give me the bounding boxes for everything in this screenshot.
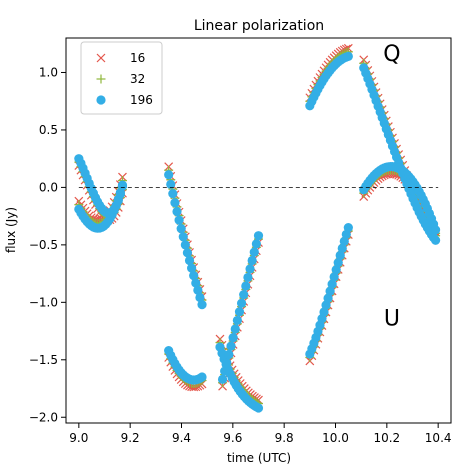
- data-point-196: [234, 307, 245, 317]
- y-axis: −2.0 −1.5 −1.0 −0.5 0.0 0.5 1.0: [29, 65, 66, 424]
- data-point-196: [253, 403, 264, 413]
- annotations: QU: [383, 42, 400, 331]
- data-point-196: [168, 189, 178, 199]
- plot-marks: [74, 43, 441, 413]
- data-point-196: [197, 300, 207, 310]
- data-point-196: [251, 239, 261, 249]
- y-tick-label: −1.0: [29, 295, 58, 309]
- annotation-u: U: [384, 306, 400, 331]
- data-point-196: [180, 240, 190, 250]
- x-axis: 9.0 9.2 9.4 9.6 9.8 10.0 10.2 10.4: [69, 423, 452, 445]
- y-tick-label: 0.0: [39, 180, 58, 194]
- data-point-196: [339, 236, 349, 246]
- data-point-196: [172, 206, 182, 217]
- legend-marker-32: [96, 74, 106, 84]
- x-tick-label: 9.0: [69, 431, 88, 445]
- data-point-196: [243, 272, 253, 283]
- legend-entry-196: 196: [96, 93, 153, 107]
- data-point-196: [222, 358, 232, 368]
- x-tick-label: 9.6: [223, 431, 242, 445]
- y-tick-label: 1.0: [39, 65, 58, 79]
- data-point-196: [187, 263, 197, 273]
- y-tick-label: −2.0: [29, 410, 58, 424]
- data-point-196: [247, 255, 257, 266]
- legend-label: 196: [130, 93, 153, 107]
- data-point-196: [226, 341, 236, 351]
- data-point-196: [253, 231, 264, 241]
- data-point-196: [249, 247, 259, 257]
- data-point-196: [115, 189, 125, 199]
- data-point-196: [217, 374, 228, 384]
- data-point-196: [193, 285, 203, 295]
- data-point-196: [343, 51, 353, 61]
- y-tick-label: −0.5: [29, 238, 58, 252]
- data-point-196: [117, 181, 128, 191]
- x-tick-label: 9.8: [275, 431, 294, 445]
- y-axis-label: flux (Jy): [4, 207, 18, 253]
- x-tick-label: 10.2: [373, 431, 400, 445]
- legend: 16 32 196: [80, 41, 163, 115]
- x-tick-label: 10.0: [322, 431, 349, 445]
- data-point-196: [321, 300, 331, 310]
- data-point-196: [224, 349, 234, 360]
- data-point-196: [176, 223, 186, 234]
- series-196: [74, 51, 441, 413]
- data-point-196: [329, 272, 339, 282]
- data-point-196: [166, 179, 176, 189]
- data-point-196: [343, 223, 353, 233]
- data-point-196: [228, 332, 238, 343]
- chart-title: Linear polarization: [194, 18, 324, 34]
- data-point-196: [189, 271, 199, 281]
- data-point-196: [178, 232, 188, 242]
- y-tick-label: 0.5: [39, 123, 58, 137]
- data-point-196: [230, 324, 240, 334]
- data-point-196: [220, 366, 230, 376]
- data-point-196: [241, 281, 251, 291]
- data-point-196: [333, 257, 343, 268]
- data-point-196: [431, 225, 441, 235]
- data-point-196: [164, 170, 174, 180]
- data-point-196: [184, 255, 195, 266]
- y-tick-label: −1.5: [29, 353, 58, 367]
- legend-label: 16: [130, 51, 145, 65]
- legend-entry-32: 32: [96, 72, 145, 86]
- legend-marker-16: [96, 53, 106, 63]
- annotation-q: Q: [383, 42, 400, 67]
- data-point-196: [335, 250, 345, 261]
- x-tick-label: 9.2: [121, 431, 140, 445]
- data-point-196: [182, 248, 193, 258]
- data-point-196: [245, 264, 255, 274]
- legend-entry-16: 16: [96, 51, 145, 65]
- data-point-196: [323, 293, 333, 303]
- data-point-196: [239, 289, 249, 300]
- plot-frame: [65, 37, 452, 424]
- data-point-196: [232, 315, 242, 326]
- data-point-196: [170, 198, 180, 208]
- data-point-196: [197, 372, 207, 382]
- data-point-196: [325, 286, 335, 296]
- legend-label: 32: [130, 72, 145, 86]
- data-point-196: [431, 235, 441, 245]
- legend-marker-196: [96, 95, 106, 105]
- data-point-196: [337, 243, 347, 253]
- x-tick-label: 9.4: [172, 431, 191, 445]
- data-point-196: [174, 215, 184, 225]
- x-axis-label: time (UTC): [227, 451, 291, 465]
- data-point-196: [191, 278, 201, 288]
- data-point-196: [236, 298, 247, 308]
- x-tick-label: 10.4: [425, 431, 452, 445]
- data-point-196: [331, 265, 341, 275]
- data-point-196: [195, 292, 205, 303]
- data-point-196: [327, 279, 337, 289]
